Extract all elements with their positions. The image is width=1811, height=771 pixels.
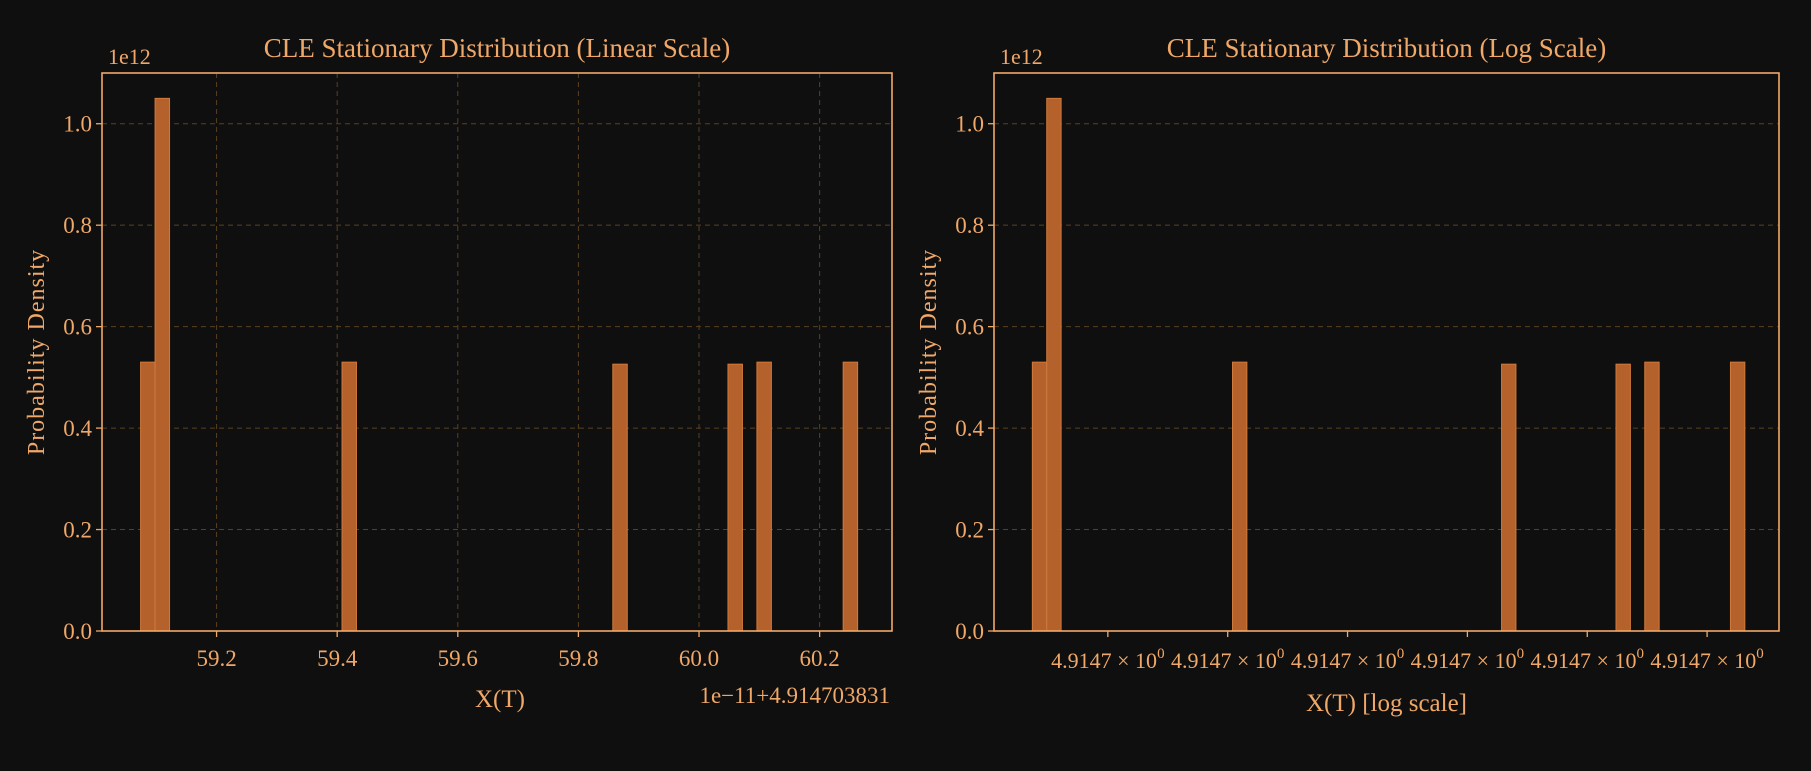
x-tick-exponent: 0 [1636,646,1644,662]
histogram-bar [1644,361,1660,632]
x-tick-exponent: 0 [1756,646,1764,662]
y-tick-label: 0.4 [955,416,984,441]
x-tick-label: 59.6 [438,646,478,671]
chart-title: CLE Stationary Distribution (Linear Scal… [264,33,730,63]
x-tick-mantissa: 4.9147 × 10 [1650,648,1756,673]
x-ticks: 59.2 59.4 59.6 59.8 60.0 60.2 [196,631,840,671]
x-tick-mantissa: 4.9147 × 10 [1531,648,1637,673]
histogram-bar [727,363,743,632]
histogram-bar [1615,363,1631,632]
grid-lines [994,123,1779,531]
log-scale-panel: 4.9147 × 100 4.9147 × 100 4.9147 × 100 4.91… [916,33,1780,717]
y-tick-label: 0.8 [63,213,92,238]
y-tick-label: 0.6 [63,315,92,340]
histogram-bar [1729,361,1746,632]
x-tick-label: 60.0 [679,646,719,671]
x-tick-label: 4.9147 × 100 [1650,646,1763,673]
x-tick-label: 59.2 [196,646,236,671]
linear-scale-panel: 59.2 59.4 59.6 59.8 60.0 60.2 0.0 0.2 0.4 0.6 0.8… [24,33,893,713]
x-offset-label: 1e−11+4.914703831 [699,683,890,708]
x-tick-label: 4.9147 × 100 [1171,646,1284,673]
histogram-bar [1046,97,1062,632]
axes-frame [101,72,893,632]
x-tick-exponent: 0 [1397,646,1405,662]
histogram-bar [1031,361,1048,632]
y-tick-label: 0.6 [955,315,984,340]
x-tick-label: 4.9147 × 100 [1411,646,1524,673]
x-tick-mantissa: 4.9147 × 10 [1411,648,1517,673]
y-ticks: 0.0 0.2 0.4 0.6 0.8 1.0 [955,112,994,644]
histogram-bar [612,363,628,632]
y-axis-label: Probability Density [24,249,50,455]
x-ticks: 4.9147 × 100 4.9147 × 100 4.9147 × 100 4.91… [1051,631,1764,673]
histogram-bar [756,361,772,632]
y-ticks: 0.0 0.2 0.4 0.6 0.8 1.0 [63,112,102,644]
x-tick-mantissa: 4.9147 × 10 [1291,648,1397,673]
x-tick-exponent: 0 [1157,646,1165,662]
y-multiplier-label: 1e12 [1000,44,1043,69]
axes-frame [993,72,1780,632]
histogram-bar [842,361,859,632]
histogram-bar [154,97,171,632]
histogram-bars [1031,97,1746,632]
x-axis-label: X(T) [log scale] [1306,690,1467,717]
x-tick-mantissa: 4.9147 × 10 [1171,648,1277,673]
histogram-bars [140,97,859,632]
x-tick-mantissa: 4.9147 × 10 [1051,648,1157,673]
y-tick-label: 0.2 [63,518,92,543]
histogram-bar [1501,363,1517,632]
y-multiplier-label: 1e12 [108,44,151,69]
histogram-bar [1231,361,1248,632]
x-tick-label: 59.4 [317,646,358,671]
x-axis-label: X(T) [475,686,525,713]
x-tick-label: 59.8 [558,646,598,671]
y-tick-label: 0.4 [63,416,92,441]
y-tick-label: 0.2 [955,518,984,543]
y-tick-label: 0.8 [955,213,984,238]
x-tick-exponent: 0 [1517,646,1525,662]
y-tick-label: 0.0 [955,619,984,644]
histogram-bar [341,361,357,632]
y-tick-label: 1.0 [955,112,984,137]
x-tick-label: 4.9147 × 100 [1531,646,1644,673]
x-tick-exponent: 0 [1277,646,1285,662]
y-tick-label: 0.0 [63,619,92,644]
chart-title: CLE Stationary Distribution (Log Scale) [1167,33,1606,63]
y-axis-label: Probability Density [916,249,942,455]
x-tick-label: 60.2 [800,646,840,671]
y-tick-label: 1.0 [63,112,92,137]
x-tick-label: 4.9147 × 100 [1291,646,1404,673]
x-tick-label: 4.9147 × 100 [1051,646,1164,673]
histogram-bar [140,361,156,632]
